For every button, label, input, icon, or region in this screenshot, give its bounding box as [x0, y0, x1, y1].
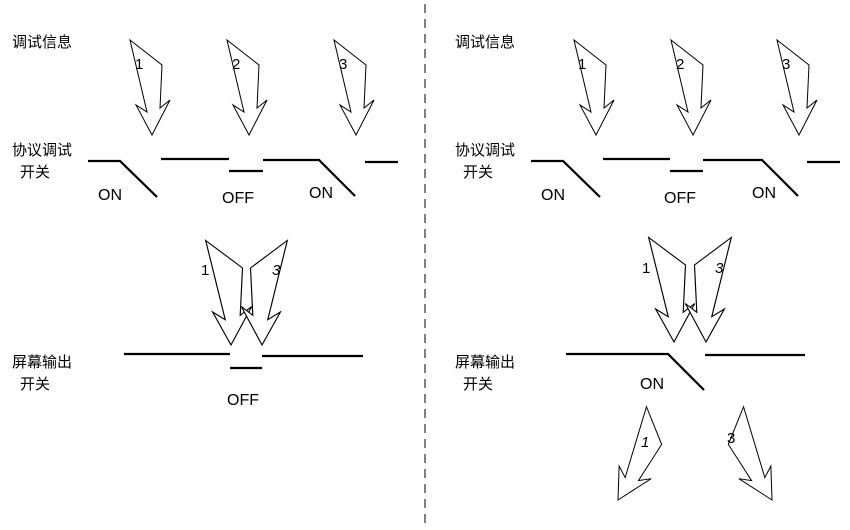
protocol-switch-label: 协议调试 [455, 141, 515, 159]
arrow-number-3: 3 [782, 56, 790, 73]
arrow-number-1: 1 [578, 56, 586, 73]
arrow-number-1: 1 [135, 56, 143, 73]
arrow-number-1: 1 [642, 260, 650, 277]
middle-arrow-3: 3 [684, 236, 732, 343]
screen-output-switch-label-line2: 开关 [20, 375, 50, 393]
arrow-number-2: 2 [232, 56, 240, 73]
arrow-number-1: 1 [201, 262, 209, 279]
debug-arrow-2: 2 [226, 39, 268, 136]
screen-output-switch: ON [566, 352, 805, 393]
switch-state-off: OFF [222, 190, 254, 207]
debug-arrow-2: 2 [670, 39, 712, 136]
output-arrow-1: 1 [598, 406, 682, 510]
left-panel: 调试信息 协议调试 开关 屏幕输出 开关 1 2 3 ON OFF [12, 33, 398, 409]
screen-output-switch-label: 屏幕输出 [455, 353, 515, 371]
switch-state-on: ON [98, 187, 122, 204]
arrow-number-3: 3 [715, 260, 724, 277]
middle-arrow-3: 3 [240, 239, 288, 346]
screen-output-switch-label: 屏幕输出 [12, 353, 72, 371]
switch-state-on: ON [309, 185, 333, 202]
protocol-switch-2: OFF [603, 157, 703, 207]
arrow-number-3: 3 [339, 56, 347, 73]
arrow-number-3: 3 [727, 430, 735, 447]
middle-arrow-1: 1 [642, 236, 696, 343]
switch-state-off: OFF [227, 392, 259, 409]
protocol-switch-3: ON [263, 158, 398, 202]
debug-arrow-1: 1 [129, 39, 171, 136]
switch-state-off: OFF [664, 190, 696, 207]
switch-state-on: ON [541, 187, 565, 204]
arrow-number-3: 3 [272, 262, 281, 279]
protocol-switch-1: ON [531, 159, 601, 204]
debug-info-label: 调试信息 [455, 33, 515, 51]
right-panel: 调试信息 协议调试 开关 屏幕输出 开关 1 2 3 ON OFF [455, 33, 840, 510]
screen-output-switch-label-line2: 开关 [463, 375, 493, 393]
switch-state-on: ON [752, 185, 776, 202]
protocol-switch-label: 协议调试 [12, 141, 72, 159]
protocol-switch-label-line2: 开关 [20, 163, 50, 181]
protocol-switch-3: ON [703, 158, 840, 202]
output-arrow-3: 3 [708, 406, 792, 510]
debug-arrow-3: 3 [776, 39, 818, 136]
protocol-switch-label-line2: 开关 [463, 163, 493, 181]
screen-output-switch: OFF [124, 352, 363, 409]
debug-arrow-1: 1 [573, 39, 615, 136]
switch-state-on: ON [640, 376, 664, 393]
arrow-number-1: 1 [641, 434, 649, 451]
protocol-switch-2: OFF [161, 157, 263, 207]
debug-info-label: 调试信息 [12, 33, 72, 51]
middle-arrow-1: 1 [201, 239, 253, 346]
protocol-switch-1: ON [88, 159, 158, 204]
debug-arrow-3: 3 [333, 39, 375, 136]
arrow-number-2: 2 [676, 56, 684, 73]
